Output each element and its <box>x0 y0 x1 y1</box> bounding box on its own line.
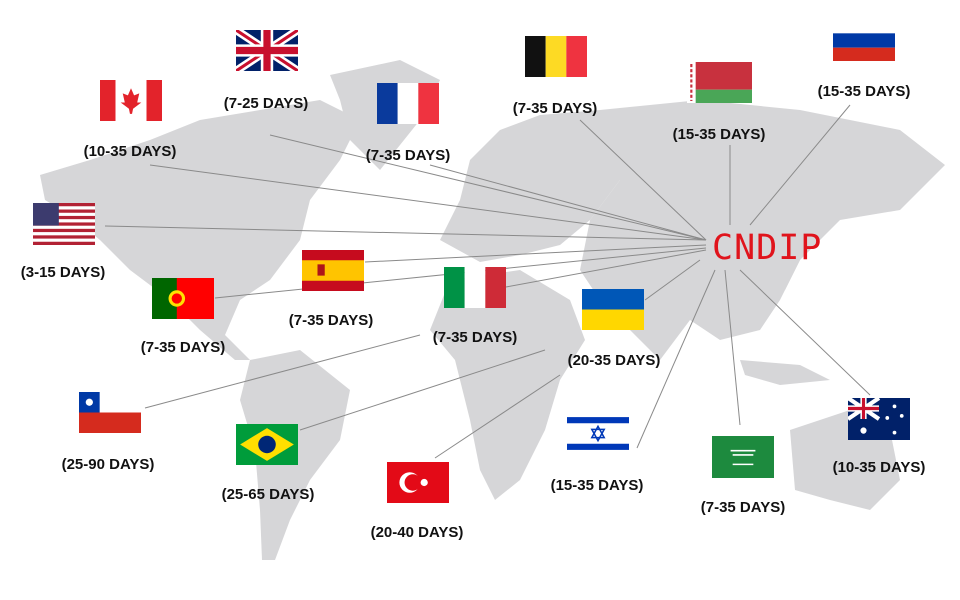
route-line <box>724 269 741 426</box>
days-label: (15-35 DAYS) <box>550 477 644 494</box>
days-label: (15-35 DAYS) <box>817 83 911 100</box>
belarus-flag-icon <box>687 62 752 103</box>
route-line <box>579 119 707 241</box>
france-flag-icon <box>377 83 439 124</box>
italy-flag-icon <box>444 267 506 308</box>
route-lines <box>104 104 871 459</box>
route-line <box>269 134 707 241</box>
indonesia <box>740 360 830 385</box>
brazil-flag-icon <box>236 424 298 465</box>
usa-flag-icon <box>33 203 95 245</box>
days-label: (7-35 DAYS) <box>432 329 518 346</box>
route-line <box>739 269 871 396</box>
days-label: (20-40 DAYS) <box>370 524 464 541</box>
route-line <box>749 104 851 226</box>
route-line <box>364 244 707 263</box>
days-label: (25-90 DAYS) <box>61 456 155 473</box>
route-line <box>104 225 707 241</box>
route-line <box>299 349 546 431</box>
days-label: (20-35 DAYS) <box>567 352 661 369</box>
europe <box>440 110 640 262</box>
canada-flag-icon <box>100 80 162 121</box>
north-america <box>40 100 360 360</box>
chile-flag-icon <box>79 392 141 433</box>
continents <box>40 60 945 560</box>
days-label: (7-35 DAYS) <box>288 312 374 329</box>
australia-flag-icon <box>848 398 910 440</box>
days-label: (7-35 DAYS) <box>365 147 451 164</box>
route-line <box>429 164 707 241</box>
days-label: (10-35 DAYS) <box>83 143 177 160</box>
hub-label: CNDIP <box>712 228 823 268</box>
uk-flag-icon <box>236 30 298 71</box>
route-line <box>144 334 421 409</box>
route-line <box>636 269 716 449</box>
days-label: (25-65 DAYS) <box>221 486 315 503</box>
saudi-flag-icon <box>712 436 774 478</box>
route-line <box>434 374 561 459</box>
days-label: (7-35 DAYS) <box>140 339 226 356</box>
russia-flag-icon <box>833 20 895 61</box>
belgium-flag-icon <box>525 36 587 77</box>
days-label: (3-15 DAYS) <box>20 264 106 281</box>
route-line <box>149 164 707 241</box>
spain-flag-icon <box>302 250 364 291</box>
japan <box>775 240 800 290</box>
ukraine-flag-icon <box>582 289 644 330</box>
days-label: (7-35 DAYS) <box>700 499 786 516</box>
days-label: (10-35 DAYS) <box>832 459 926 476</box>
turkey-flag-icon <box>387 462 449 503</box>
route-line <box>505 249 707 288</box>
days-label: (7-25 DAYS) <box>223 95 309 112</box>
asia <box>580 100 945 360</box>
portugal-flag-icon <box>152 278 214 319</box>
israel-flag-icon <box>567 413 629 454</box>
route-line <box>644 259 701 301</box>
africa <box>430 270 585 500</box>
days-label: (7-35 DAYS) <box>512 100 598 117</box>
days-label: (15-35 DAYS) <box>672 126 766 143</box>
